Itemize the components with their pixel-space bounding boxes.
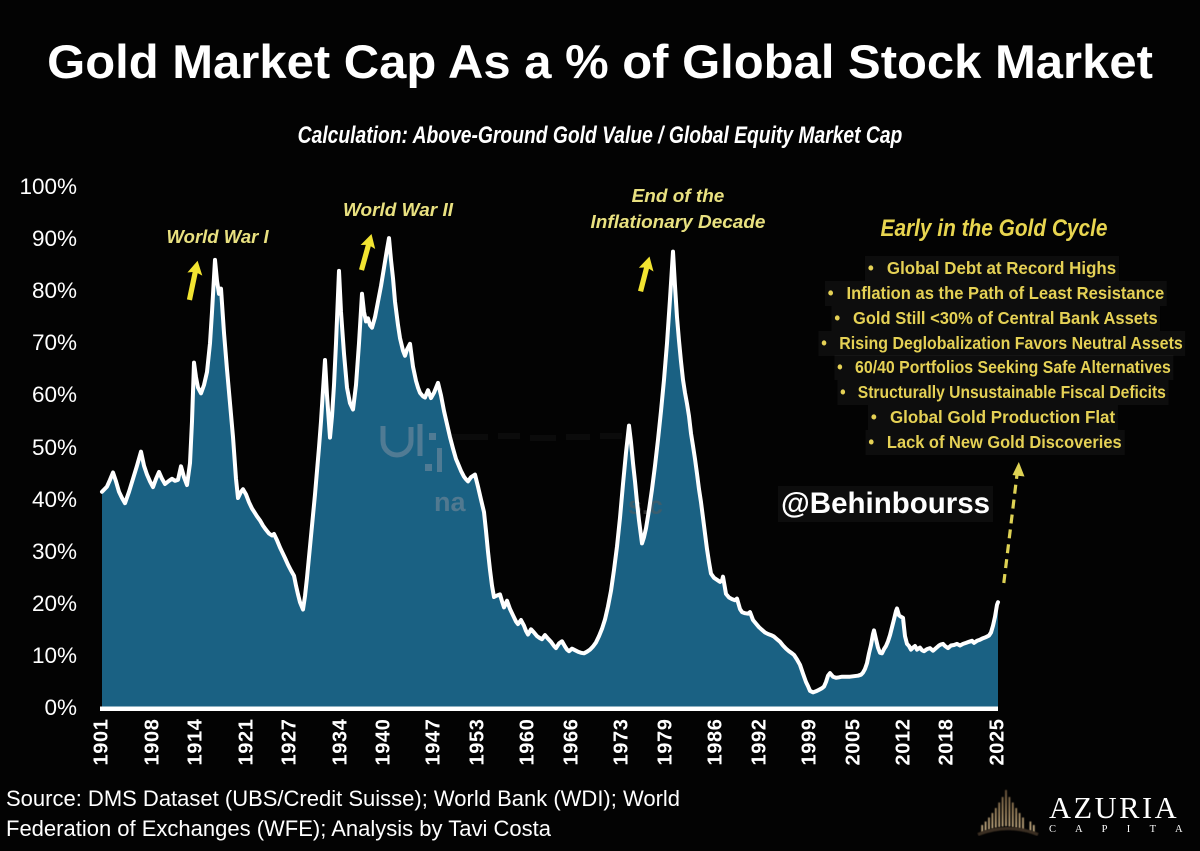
svg-text:s.c: s.c bbox=[628, 492, 663, 520]
svg-text:na: na bbox=[434, 487, 466, 517]
